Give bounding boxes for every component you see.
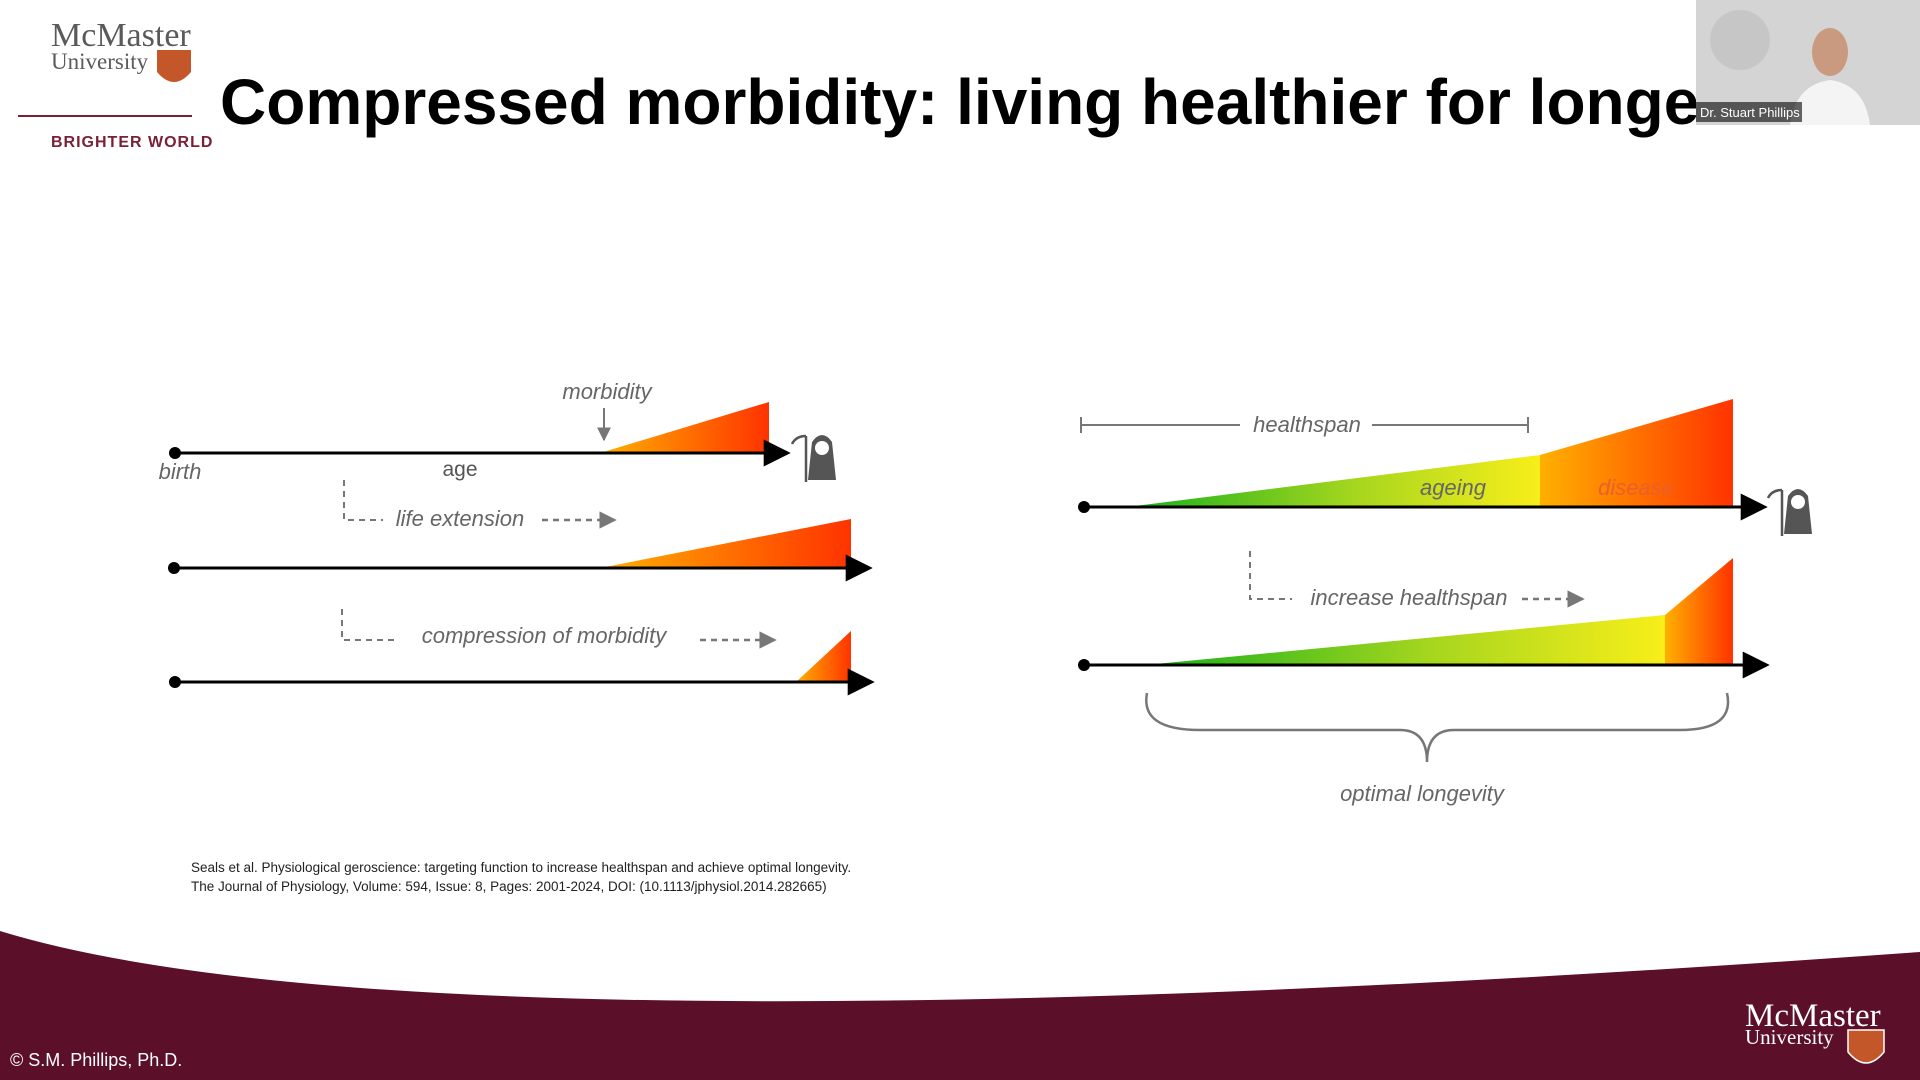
footer-logo-sub: University	[1745, 1025, 1834, 1049]
life-extension-label: life extension	[396, 506, 524, 531]
reaper-icon	[1766, 487, 1814, 538]
disease-label: disease	[1598, 475, 1674, 500]
increase-healthspan-label: increase healthspan	[1311, 585, 1508, 610]
timeline-start	[1078, 501, 1090, 513]
footer-logo-name: McMaster	[1745, 998, 1881, 1034]
video-name-bg	[1696, 102, 1802, 122]
compression-label: compression of morbidity	[422, 623, 669, 648]
ageing-label: ageing	[1420, 475, 1487, 500]
birth-label: birth	[159, 459, 202, 484]
bracket	[1249, 551, 1292, 600]
video-tile: Dr. Stuart Phillips	[1696, 0, 1920, 125]
slide-title: Compressed morbidity: living healthier f…	[220, 66, 1724, 138]
footer-crest	[1847, 1029, 1885, 1064]
citation-line: The Journal of Physiology, Volume: 594, …	[191, 879, 827, 894]
brace	[1145, 692, 1730, 763]
ageing-wedge	[1127, 455, 1540, 507]
disease-block	[1540, 399, 1733, 507]
optimal-longevity-label: optimal longevity	[1340, 781, 1506, 806]
disease-block	[1665, 558, 1733, 665]
logo-crest	[157, 50, 191, 82]
bracket	[341, 609, 397, 641]
morbidity-wedge	[600, 402, 769, 453]
logo-sub: University	[51, 49, 149, 74]
morbidity-wedge	[600, 519, 851, 568]
left-diagram: morbidity birth age life extension compr…	[159, 379, 875, 696]
video-face	[1812, 28, 1848, 76]
footer-band	[0, 931, 1920, 1080]
morbidity-wedge	[796, 631, 851, 682]
video-person	[1790, 80, 1870, 125]
timeline-start	[168, 562, 180, 574]
timeline-start	[1078, 659, 1090, 671]
healthspan-wedge	[1145, 615, 1665, 665]
age-label: age	[442, 458, 477, 481]
healthspan-label: healthspan	[1253, 412, 1361, 437]
logo-name: McMaster	[51, 17, 191, 54]
tagline: BRIGHTER WORLD	[51, 134, 213, 151]
copyright: © S.M. Phillips, Ph.D.	[10, 1050, 182, 1070]
citation-line: Seals et al. Physiological geroscience: …	[191, 860, 851, 875]
morbidity-label: morbidity	[562, 379, 653, 404]
timeline-start	[169, 676, 181, 688]
right-diagram: healthspan ageing disease increase healt…	[1078, 399, 1814, 806]
bracket	[343, 480, 383, 521]
timeline-start	[169, 447, 181, 459]
reaper-icon	[790, 433, 838, 484]
video-name: Dr. Stuart Phillips	[1700, 105, 1800, 120]
video-decor	[1710, 10, 1770, 70]
